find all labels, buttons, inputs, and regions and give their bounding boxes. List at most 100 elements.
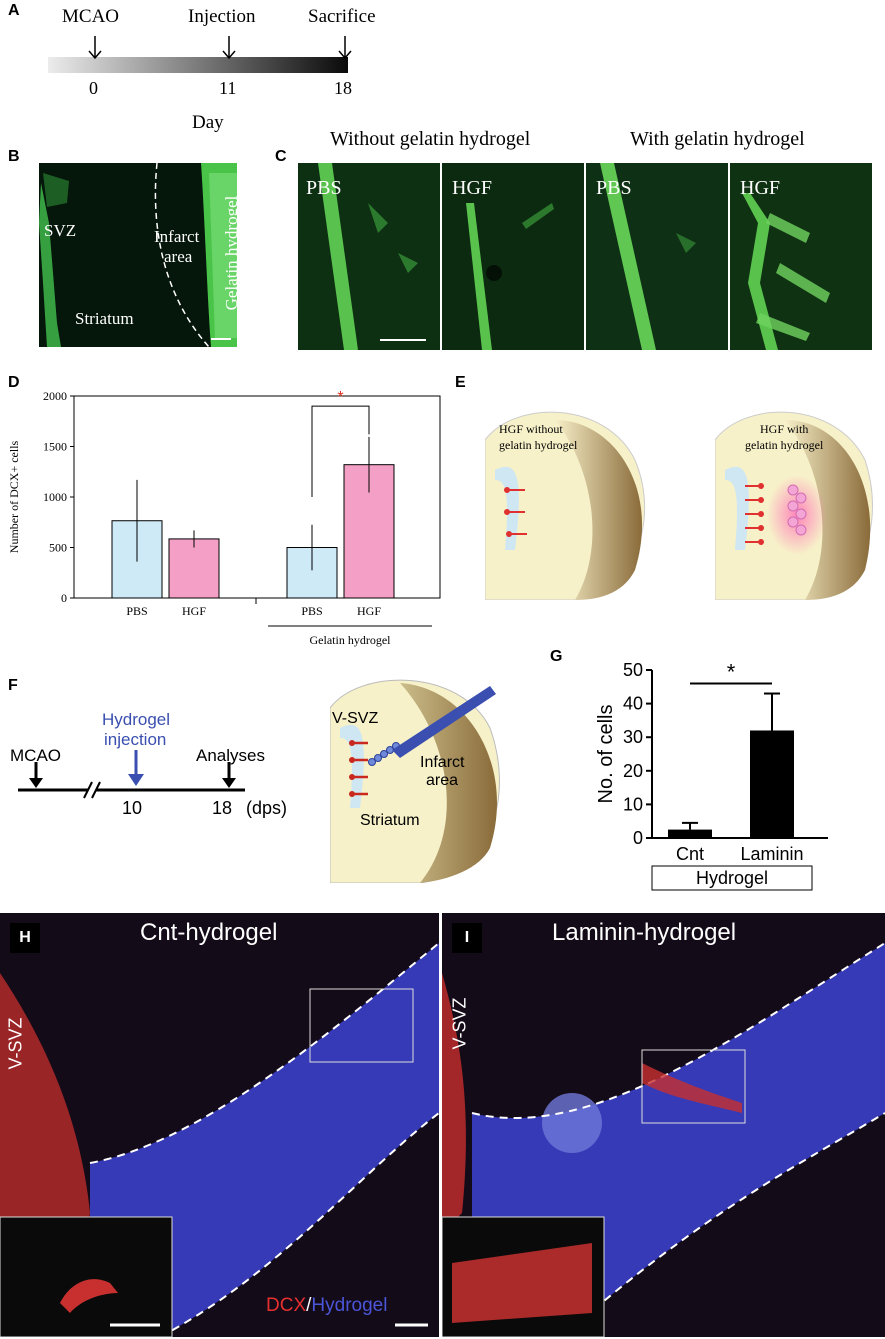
tile-label-pbs-1: PBS xyxy=(306,177,342,199)
micrograph-c-3: PBS xyxy=(586,163,728,350)
chart-d-ytick-label: 0 xyxy=(61,591,67,605)
chart-g-ytick-label: 10 xyxy=(623,794,643,814)
chart-g-ytick-label: 50 xyxy=(623,660,643,680)
diagram-f-striatum: Striatum xyxy=(360,812,420,829)
micrograph-i-svg xyxy=(442,913,885,1337)
micrograph-b: SVZ Infarct area Striatum Gelatin hydrog… xyxy=(39,163,237,347)
label-gelatin-hydrogel: Gelatin hydrogel xyxy=(222,195,237,311)
timeline-f-day-10: 10 xyxy=(122,798,143,818)
chart-d-group-label: Gelatin hydrogel xyxy=(310,633,392,647)
chart-g-ylabel: No. of cells xyxy=(595,705,617,804)
legend-sep: / xyxy=(306,1295,312,1316)
chart-d-ylabel: Number of DCX+ cells xyxy=(7,440,21,553)
panel-label-h: H xyxy=(10,923,40,953)
chart-d-xtick-label: HGF xyxy=(357,604,381,618)
panel-i-title: Laminin-hydrogel xyxy=(552,919,737,946)
chart-d: 0 500 1000 1500 2000 Number of DCX+ cells PBS H… xyxy=(0,380,460,650)
diagram-f: V-SVZ Infarct area Striatum xyxy=(329,668,520,884)
chart-g-ytick-label: 0 xyxy=(633,828,643,848)
micrograph-h: H Cnt-hydrogel V-SVZ DCX/Hydrogel xyxy=(0,913,439,1337)
micrograph-h-svg xyxy=(0,913,439,1337)
micrograph-c-2: HGF xyxy=(442,163,584,350)
chart-d-xtick-label: PBS xyxy=(301,604,322,618)
timeline-f-day-18: 18 xyxy=(212,798,233,818)
legend-hydrogel: Hydrogel xyxy=(311,1295,388,1316)
chart-g-svg: 0 10 20 30 40 50 No. of cells Cnt Laminin * Hydrog… xyxy=(595,659,828,891)
panel-label-f: F xyxy=(8,677,18,694)
timeline-f-injection-1: Hydrogel xyxy=(102,710,171,729)
chart-d-sig-bracket xyxy=(311,405,370,497)
panel-label-c: C xyxy=(275,148,287,165)
panel-label-i: I xyxy=(452,923,482,953)
chart-g-ytick-label: 20 xyxy=(623,761,643,781)
tile-label-hgf-1: HGF xyxy=(452,177,493,199)
micrograph-c-1: PBS xyxy=(298,163,440,350)
panel-h-vsvz-text: V-SVZ xyxy=(5,1017,26,1070)
timeline-a: MCAO Injection Sacrifice 0 11 18 Day xyxy=(0,0,440,140)
diagram-f-svg xyxy=(329,679,500,884)
chart-d-ytick-label: 1500 xyxy=(43,440,67,454)
chart-d-xtick-label: HGF xyxy=(182,604,206,618)
chart-g-sig-star: * xyxy=(727,659,736,684)
timeline-f: MCAO Hydrogel injection Analyses 10 18 (… xyxy=(0,690,320,830)
micrograph-i: I Laminin-hydrogel V-SVZ xyxy=(442,913,885,1337)
panel-i-vsvz: V-SVZ xyxy=(450,997,471,1049)
timeline-f-mcao: MCAO xyxy=(10,746,61,765)
panel-label-e: E xyxy=(455,374,466,391)
timeline-f-analyses: Analyses xyxy=(196,746,265,765)
diagram-e-left: HGF without gelatin hydrogel xyxy=(484,400,660,601)
label-infarct-area-2: area xyxy=(164,247,193,266)
event-label-injection: Injection xyxy=(188,6,256,27)
chart-d-ytick-label: 2000 xyxy=(43,389,67,403)
tile-label-pbs-2: PBS xyxy=(596,177,632,199)
micrograph-b-svg xyxy=(39,163,237,347)
chart-g-ytick-label: 40 xyxy=(623,694,643,714)
timeline-a-svg xyxy=(48,36,352,73)
group-without-gelatin: Without gelatin hydrogel xyxy=(330,128,531,150)
chart-g-bar xyxy=(750,730,794,838)
micrograph-c-4: HGF xyxy=(730,163,872,350)
diagram-e-left-svg xyxy=(484,411,646,601)
tile-label-hgf-2: HGF xyxy=(740,177,781,199)
chart-d-svg: 0 500 1000 1500 2000 Number of DCX+ cells PBS H… xyxy=(7,389,441,647)
day-tick-0: 0 xyxy=(89,78,98,98)
chart-d-xtick-label: PBS xyxy=(126,604,147,618)
chart-d-bar xyxy=(168,538,220,599)
chart-d-sig-star: * xyxy=(337,389,343,406)
panel-h-title: Cnt-hydrogel xyxy=(140,919,278,946)
diagram-e-right-svg xyxy=(714,411,873,601)
panel-label-b: B xyxy=(8,148,20,165)
group-with-gelatin: With gelatin hydrogel xyxy=(630,128,805,150)
chart-g-bar xyxy=(668,829,712,838)
diagram-e-right-title-1: HGF with xyxy=(760,422,809,436)
chart-d-ytick-label: 500 xyxy=(49,541,67,555)
chart-g-xtick-label: Cnt xyxy=(676,844,704,864)
event-label-sacrifice: Sacrifice xyxy=(308,6,376,27)
panel-label-g: G xyxy=(550,648,563,665)
chart-g-xtick-label: Laminin xyxy=(740,844,803,864)
timeline-f-injection-2: injection xyxy=(104,730,167,749)
chart-g-group-box xyxy=(651,865,813,891)
diagram-e-right-title-2: gelatin hydrogel xyxy=(745,438,824,452)
panel-h-legend: DCX/Hydrogel xyxy=(266,1295,387,1317)
panel-label-d: D xyxy=(8,374,20,391)
diagram-f-vsvz: V-SVZ xyxy=(332,710,379,727)
timeline-axis-label: Day xyxy=(192,112,224,133)
chart-d-ytick-label: 1000 xyxy=(43,490,67,504)
chart-g: 0 10 20 30 40 50 No. of cells Cnt Laminin * Hydrog… xyxy=(580,650,885,900)
scale-bar-c xyxy=(380,339,426,341)
chart-g-group-label: Hydrogel xyxy=(696,868,768,888)
panel-h-vsvz: V-SVZ xyxy=(6,1017,27,1069)
diagram-e-left-title-2: gelatin hydrogel xyxy=(499,438,578,452)
chart-g-ytick-label: 30 xyxy=(623,727,643,747)
label-svz: SVZ xyxy=(44,221,77,240)
timeline-f-svg xyxy=(18,750,245,800)
panel-label-a: A xyxy=(8,2,20,19)
panel-i-vsvz-text: V-SVZ xyxy=(449,997,470,1050)
day-tick-11: 11 xyxy=(219,78,237,98)
label-striatum: Striatum xyxy=(75,309,134,328)
label-infarct-area-1: Infarct xyxy=(154,227,200,246)
timeline-f-unit: (dps) xyxy=(246,798,288,818)
legend-dcx: DCX xyxy=(266,1295,307,1316)
diagram-f-infarct-2: area xyxy=(426,772,459,789)
